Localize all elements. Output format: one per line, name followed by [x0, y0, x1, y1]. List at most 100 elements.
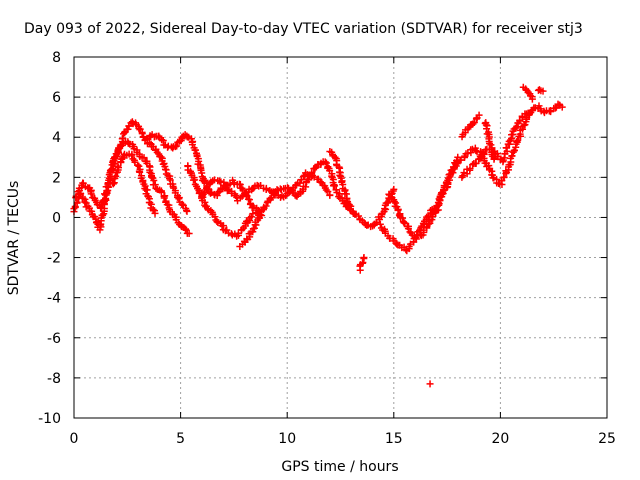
data-point	[157, 153, 165, 161]
data-point	[394, 205, 402, 213]
data-point	[390, 185, 398, 193]
data-point	[97, 203, 105, 211]
data-point	[296, 179, 304, 187]
data-point	[446, 170, 454, 178]
data-point	[140, 154, 148, 162]
x-tick-label: 10	[278, 431, 296, 447]
data-point	[222, 181, 230, 189]
data-point	[558, 103, 566, 111]
data-point	[514, 136, 522, 144]
data-point	[335, 193, 343, 201]
x-axis-label: GPS time / hours	[281, 459, 398, 475]
x-tick-label: 0	[70, 431, 79, 447]
data-point	[124, 125, 132, 133]
chart-title: Day 093 of 2022, Sidereal Day-to-day VTE…	[24, 21, 583, 37]
plot-frame	[73, 56, 608, 419]
data-point	[211, 213, 219, 221]
y-tick-label: 4	[52, 130, 61, 146]
data-point	[535, 86, 543, 94]
data-point	[390, 198, 398, 206]
data-point	[134, 161, 142, 169]
data-point	[146, 168, 154, 176]
data-point	[151, 209, 159, 217]
data-point	[404, 225, 412, 233]
data-point	[331, 182, 339, 190]
data-point	[402, 246, 410, 254]
data-point	[213, 217, 221, 225]
data-point	[114, 162, 122, 170]
data-point	[87, 190, 95, 198]
data-point	[503, 144, 511, 152]
data-point	[376, 220, 384, 228]
y-tick-label: -8	[47, 371, 61, 387]
data-point	[211, 176, 219, 184]
data-point	[511, 124, 519, 132]
data-point	[490, 155, 498, 163]
x-tick-label: 25	[598, 431, 616, 447]
data-point	[215, 177, 223, 185]
data-point	[266, 195, 274, 203]
y-tick-label: 0	[52, 210, 61, 226]
data-point	[255, 212, 263, 220]
data-point	[203, 184, 211, 192]
x-tick-label: 5	[176, 431, 185, 447]
data-point	[256, 211, 264, 219]
data-point	[360, 254, 368, 262]
data-point	[173, 142, 181, 150]
y-axis-ticks: -10 -8 -6 -4 -2 0 2 4 6 8	[38, 50, 607, 427]
data-point	[472, 147, 480, 155]
data-point	[175, 195, 183, 203]
data-point	[185, 229, 193, 237]
data-point	[321, 158, 329, 166]
data-point	[551, 104, 559, 112]
data-point	[417, 224, 425, 232]
y-tick-label: 8	[52, 50, 61, 66]
data-point	[135, 124, 143, 132]
data-point	[466, 164, 474, 172]
data-point	[469, 120, 477, 128]
data-point	[74, 188, 82, 196]
y-axis-label: SDTVAR / TECUs	[6, 181, 22, 296]
y-tick-label: -2	[47, 251, 61, 267]
data-point	[143, 186, 151, 194]
x-axis-ticks: 0 5 10 15 20 25	[70, 57, 616, 447]
data-point	[480, 149, 488, 157]
data-point	[528, 95, 536, 103]
data-point	[311, 164, 319, 172]
x-tick-label: 15	[385, 431, 403, 447]
data-point	[413, 232, 421, 240]
data-point	[191, 146, 199, 154]
data-point	[285, 188, 293, 196]
data-point	[513, 138, 521, 146]
data-point	[136, 168, 144, 176]
data-point	[459, 172, 467, 180]
data-point	[485, 139, 493, 147]
data-point	[322, 159, 330, 167]
data-point	[326, 191, 334, 199]
data-point	[81, 198, 89, 206]
data-point	[245, 196, 253, 204]
data-point	[162, 197, 170, 205]
data-point	[475, 111, 483, 119]
y-tick-label: 2	[52, 170, 61, 186]
data-point	[178, 200, 186, 208]
y-tick-label: 6	[52, 90, 61, 106]
data-point	[428, 205, 436, 213]
data-point	[73, 198, 81, 206]
data-point	[513, 123, 521, 131]
data-point	[433, 202, 441, 210]
data-point	[114, 147, 122, 155]
data-point	[157, 188, 165, 196]
data-point	[100, 196, 108, 204]
data-point	[524, 109, 532, 117]
data-point	[262, 202, 270, 210]
data-point	[322, 186, 330, 194]
data-point	[472, 159, 480, 167]
data-point	[152, 184, 160, 192]
y-tick-label: -10	[38, 411, 61, 427]
data-point	[508, 152, 516, 160]
data-point	[359, 258, 367, 266]
y-tick-label: -4	[47, 291, 61, 307]
y-tick-label: -6	[47, 331, 61, 347]
